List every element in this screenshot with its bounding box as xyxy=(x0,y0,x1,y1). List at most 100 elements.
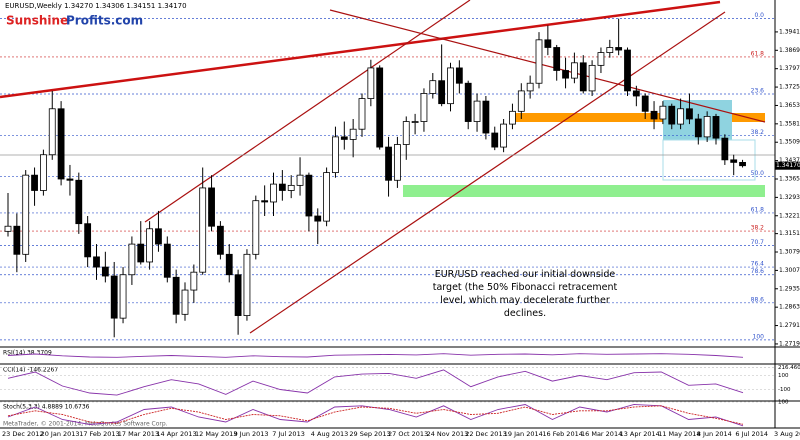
candle-body xyxy=(332,136,339,174)
candle-body xyxy=(677,108,684,125)
candle-body xyxy=(270,183,277,203)
candle-body xyxy=(31,174,38,191)
candle-body xyxy=(482,100,490,134)
fib-label: 23.6 xyxy=(751,87,765,94)
y-tick-label: 1.30790 xyxy=(779,249,800,256)
candle-body xyxy=(606,47,614,53)
candle-body xyxy=(509,110,516,125)
candle-body xyxy=(659,105,667,120)
candle-body xyxy=(668,105,676,125)
candle-body xyxy=(225,253,233,276)
y-tick-label: 216.4604 xyxy=(778,365,800,371)
x-tick-label: 17 Mar 2013 xyxy=(118,430,159,438)
candle-body xyxy=(358,98,366,130)
candle-body xyxy=(393,144,401,181)
candle-body xyxy=(500,123,508,148)
trend-line xyxy=(0,0,721,99)
candle-body xyxy=(411,121,419,123)
candle-body xyxy=(155,228,162,245)
candle-body xyxy=(429,80,437,94)
candle-body xyxy=(721,137,729,161)
candle-body xyxy=(48,108,56,156)
candle-body xyxy=(730,159,738,163)
y-tick-label: 1.28630 xyxy=(779,304,800,311)
y-tick-label: 1.38690 xyxy=(779,47,800,54)
y-tick-label: 1.30070 xyxy=(779,267,800,274)
candle-body xyxy=(473,100,481,122)
logo: Sunshine xyxy=(6,14,68,28)
candle-body xyxy=(703,116,711,138)
y-tick-label: 1.27190 xyxy=(779,340,800,347)
fib-label: 78.6 xyxy=(751,268,765,275)
x-tick-label: 12 May 2013 xyxy=(195,430,237,438)
resistance-line xyxy=(329,9,766,123)
candle-body xyxy=(252,200,260,255)
candle-body xyxy=(455,67,463,84)
y-tick-label: 1.33650 xyxy=(779,175,800,182)
candle-body xyxy=(544,39,552,48)
fib-label: 0.0 xyxy=(754,12,764,19)
y-tick-label: 1.35810 xyxy=(779,120,800,127)
y-tick-label: 100 xyxy=(778,373,789,379)
candle-body xyxy=(296,174,304,186)
y-tick-label: 1.32930 xyxy=(779,194,800,201)
x-tick-label: 19 Jan 2014 xyxy=(504,430,543,438)
y-tick-label: 1.39410 xyxy=(779,28,800,35)
y-tick-label: 1.36530 xyxy=(779,102,800,109)
x-tick-label: 16 Mar 2014 xyxy=(581,430,622,438)
x-tick-label: 16 Feb 2014 xyxy=(542,430,582,438)
candle-body xyxy=(216,225,224,255)
x-tick-label: 4 Aug 2013 xyxy=(311,430,349,438)
candle-body xyxy=(650,110,658,120)
candle-body xyxy=(349,128,357,140)
resistance-zone xyxy=(510,113,765,122)
candle-body xyxy=(562,70,569,79)
x-tick-label: 13 Apr 2014 xyxy=(620,430,660,438)
candle-body xyxy=(641,95,649,112)
indicator-line xyxy=(7,405,744,425)
x-tick-label: 20 Jan 2013 xyxy=(41,430,80,438)
candle-body xyxy=(208,187,215,227)
y-tick-label: 100 xyxy=(778,400,789,406)
y-tick-label: 1.34370 xyxy=(779,157,800,164)
candle-body xyxy=(694,118,702,138)
support-zone xyxy=(403,185,765,197)
fib-label: 38.2 xyxy=(751,129,765,136)
fib-label: 61.8 xyxy=(751,206,765,213)
x-tick-label: 29 Sep 2013 xyxy=(349,430,390,438)
candle-body xyxy=(447,67,454,105)
candle-body xyxy=(579,62,587,92)
y-tick-label: 1.29350 xyxy=(779,285,800,292)
candle-body xyxy=(101,266,109,277)
y-tick-label: -100 xyxy=(778,387,791,393)
x-tick-label: 27 Oct 2013 xyxy=(388,430,428,438)
candle-body xyxy=(402,121,410,145)
candle-body xyxy=(323,172,331,222)
candle-body xyxy=(438,80,446,105)
y-tick-label: 1.37970 xyxy=(779,65,800,72)
indicator-label: Stoch(5,3,3) 4.8889 10.6736 xyxy=(3,404,90,411)
candle-body xyxy=(491,132,499,148)
candle-body xyxy=(314,215,322,222)
candle-body xyxy=(181,289,189,315)
x-tick-label: 17 Feb 2013 xyxy=(79,430,119,438)
candle-body xyxy=(597,52,605,66)
candle-body xyxy=(287,184,295,191)
candle-body xyxy=(526,82,534,92)
y-tick-label: 1.32210 xyxy=(779,212,800,219)
fib-label: 50.0 xyxy=(751,170,765,177)
fib-label: 76.4 xyxy=(751,261,765,268)
y-tick-label: 1.31510 xyxy=(779,230,800,237)
y-tick-label: 1.27910 xyxy=(779,322,800,329)
candle-body xyxy=(4,225,12,232)
x-tick-label: 3 Aug 2014 xyxy=(774,430,800,438)
candle-body xyxy=(243,253,251,316)
candle-body xyxy=(75,179,83,225)
channel-line xyxy=(144,0,471,223)
candle-body xyxy=(57,108,65,180)
candle-body xyxy=(234,274,242,316)
candle-body xyxy=(517,90,525,112)
candle-body xyxy=(588,64,596,92)
x-tick-label: 9 Jun 2013 xyxy=(234,430,269,438)
candle-body xyxy=(199,187,207,273)
